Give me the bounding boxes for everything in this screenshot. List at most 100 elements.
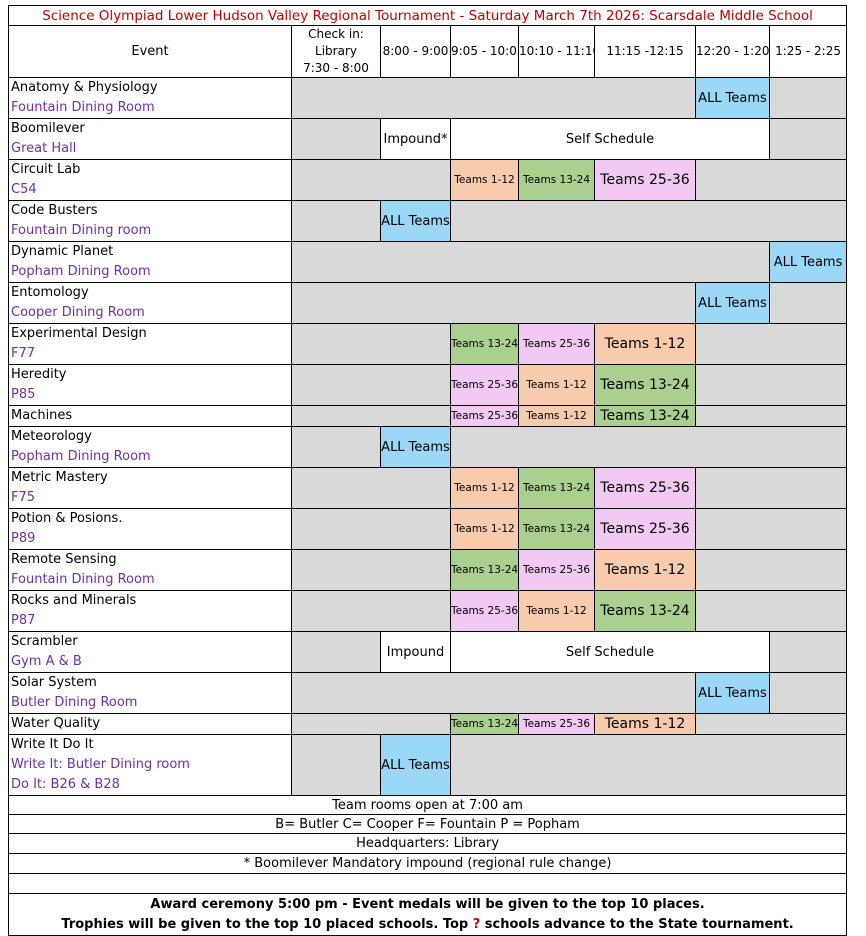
check-in-line: Check in: — [308, 27, 364, 41]
event-room: P89 — [11, 531, 36, 546]
header-check-in: Check in: Library 7:30 - 8:00 — [291, 25, 381, 78]
session-cell: Teams 1-12 — [450, 467, 519, 509]
session-cell: ALL Teams — [768, 241, 848, 283]
event-name: Metric Mastery — [11, 470, 108, 485]
session-cell: Teams 13-24 — [518, 467, 595, 509]
event-name: Solar System — [11, 675, 97, 690]
session-cell: ALL Teams — [380, 734, 451, 796]
unscheduled-cell — [291, 118, 381, 160]
unscheduled-cell — [694, 323, 848, 365]
table-row: Heredity P85 Teams 25-36 Teams 1-12 Teams 13… — [8, 364, 848, 406]
session-cell: Teams 13-24 — [594, 590, 696, 632]
unscheduled-cell — [291, 323, 451, 365]
award-cell: Award ceremony 5:00 pm - Event medals wi… — [7, 893, 848, 936]
title: Science Olympiad Lower Hudson Valley Reg… — [7, 5, 848, 26]
unscheduled-cell — [768, 282, 848, 324]
table-row: Dynamic Planet Popham Dining Room ALL Team… — [8, 241, 848, 283]
table-row: Circuit Lab C54 Teams 1-12 Teams 13-24 Teams… — [8, 159, 848, 201]
unscheduled-cell — [694, 467, 848, 509]
session-cell: Teams 1-12 — [594, 713, 696, 735]
event-name: Machines — [11, 408, 73, 423]
event-room: Fountain Dining room — [11, 223, 152, 238]
unscheduled-cell — [768, 631, 848, 673]
event-cell: Remote Sensing Fountain Dining Room — [8, 549, 292, 591]
schedule-table: Science Olympiad Lower Hudson Valley Reg… — [7, 5, 848, 936]
unscheduled-cell — [291, 549, 451, 591]
header-event: Event — [8, 25, 292, 78]
event-cell: Metric Mastery F75 — [8, 467, 292, 509]
session-cell: Teams 25-36 — [518, 713, 595, 735]
session-cell: Teams 25-36 — [518, 323, 595, 365]
unscheduled-cell — [291, 241, 770, 283]
time-slot: 1:25 - 2:25 — [768, 25, 848, 78]
unscheduled-cell — [291, 590, 451, 632]
event-name: Anatomy & Physiology — [11, 80, 158, 95]
award-text: Trophies will be given to the top 10 pla… — [61, 916, 473, 932]
table-body: Science Olympiad Lower Hudson Valley Reg… — [7, 5, 848, 936]
table-row: Remote Sensing Fountain Dining Room Teams … — [8, 549, 848, 591]
event-room: Write It: Butler Dining room — [11, 757, 190, 772]
event-name: Water Quality — [11, 716, 101, 731]
table-row: Meteorology Popham Dining Room ALL Teams — [8, 426, 848, 468]
unscheduled-cell — [694, 590, 848, 632]
table-row: Event Check in: Library 7:30 - 8:00 8:00 - 9… — [8, 25, 848, 78]
note: Headquarters: Library — [7, 833, 848, 854]
session-cell: Teams 25-36 — [450, 364, 519, 406]
unscheduled-cell — [694, 364, 848, 406]
event-room: F77 — [11, 346, 36, 361]
unscheduled-cell — [694, 159, 848, 201]
unscheduled-cell — [291, 734, 381, 796]
session-cell: Teams 25-36 — [450, 405, 519, 427]
unscheduled-cell — [291, 672, 696, 714]
event-name: Remote Sensing — [11, 552, 117, 567]
unscheduled-cell — [449, 200, 848, 242]
award-line: Award ceremony 5:00 pm - Event medals wi… — [150, 896, 705, 912]
session-cell: Impound — [380, 631, 451, 673]
event-name: Scrambler — [11, 634, 78, 649]
event-cell: Code Busters Fountain Dining room — [8, 200, 292, 242]
table-row: Anatomy & Physiology Fountain Dining Room… — [8, 77, 848, 119]
event-name: Experimental Design — [11, 326, 147, 341]
table-row: Boomilever Great Hall Impound* Self Schedul… — [8, 118, 848, 160]
unscheduled-cell — [694, 405, 848, 427]
event-cell: Scrambler Gym A & B — [8, 631, 292, 673]
table-row: Solar System Butler Dining Room ALL Teams — [8, 672, 848, 714]
session-cell: Teams 13-24 — [450, 323, 519, 365]
unscheduled-cell — [291, 159, 451, 201]
session-cell: Teams 1-12 — [594, 323, 696, 365]
table-row: Potion & Posions. P89 Teams 1-12 Teams 13-2… — [8, 508, 848, 550]
unscheduled-cell — [291, 713, 451, 735]
unscheduled-cell — [291, 631, 381, 673]
event-cell: Machines — [8, 405, 292, 427]
event-room: Great Hall — [11, 141, 77, 156]
event-cell: Write It Do It Write It: Butler Dining ro… — [8, 734, 292, 796]
table-row: Rocks and Minerals P87 Teams 25-36 Teams 1-… — [8, 590, 848, 632]
note: * Boomilever Mandatory impound (regional… — [7, 853, 848, 874]
note: B= Butler C= Cooper F= Fountain P = Poph… — [7, 814, 848, 834]
session-cell: Teams 1-12 — [518, 590, 595, 632]
session-cell: Teams 1-12 — [450, 159, 519, 201]
unscheduled-cell — [291, 405, 451, 427]
table-row: Water Quality Teams 13-24 Teams 25-36 Teams… — [8, 713, 848, 735]
event-cell: Experimental Design F77 — [8, 323, 292, 365]
event-room: P85 — [11, 387, 36, 402]
time-slot: 8:00 - 9:00 — [380, 25, 451, 78]
event-name: Circuit Lab — [11, 162, 81, 177]
blank-row — [7, 873, 848, 894]
unscheduled-cell — [291, 364, 451, 406]
unscheduled-cell — [449, 426, 848, 468]
time-slot: 11:15 -12:15 — [594, 25, 696, 78]
session-cell: Teams 25-36 — [594, 467, 696, 509]
event-name: Code Busters — [11, 203, 98, 218]
session-cell: Teams 25-36 — [594, 508, 696, 550]
unscheduled-cell — [449, 734, 848, 796]
event-cell: Rocks and Minerals P87 — [8, 590, 292, 632]
event-cell: Entomology Cooper Dining Room — [8, 282, 292, 324]
table-row: Code Busters Fountain Dining room ALL Team… — [8, 200, 848, 242]
table-row: Metric Mastery F75 Teams 1-12 Teams 13-24 Te… — [8, 467, 848, 509]
table-row: Headquarters: Library — [7, 833, 848, 854]
unscheduled-cell — [768, 118, 848, 160]
event-room: Fountain Dining Room — [11, 572, 155, 587]
event-name: Entomology — [11, 285, 89, 300]
